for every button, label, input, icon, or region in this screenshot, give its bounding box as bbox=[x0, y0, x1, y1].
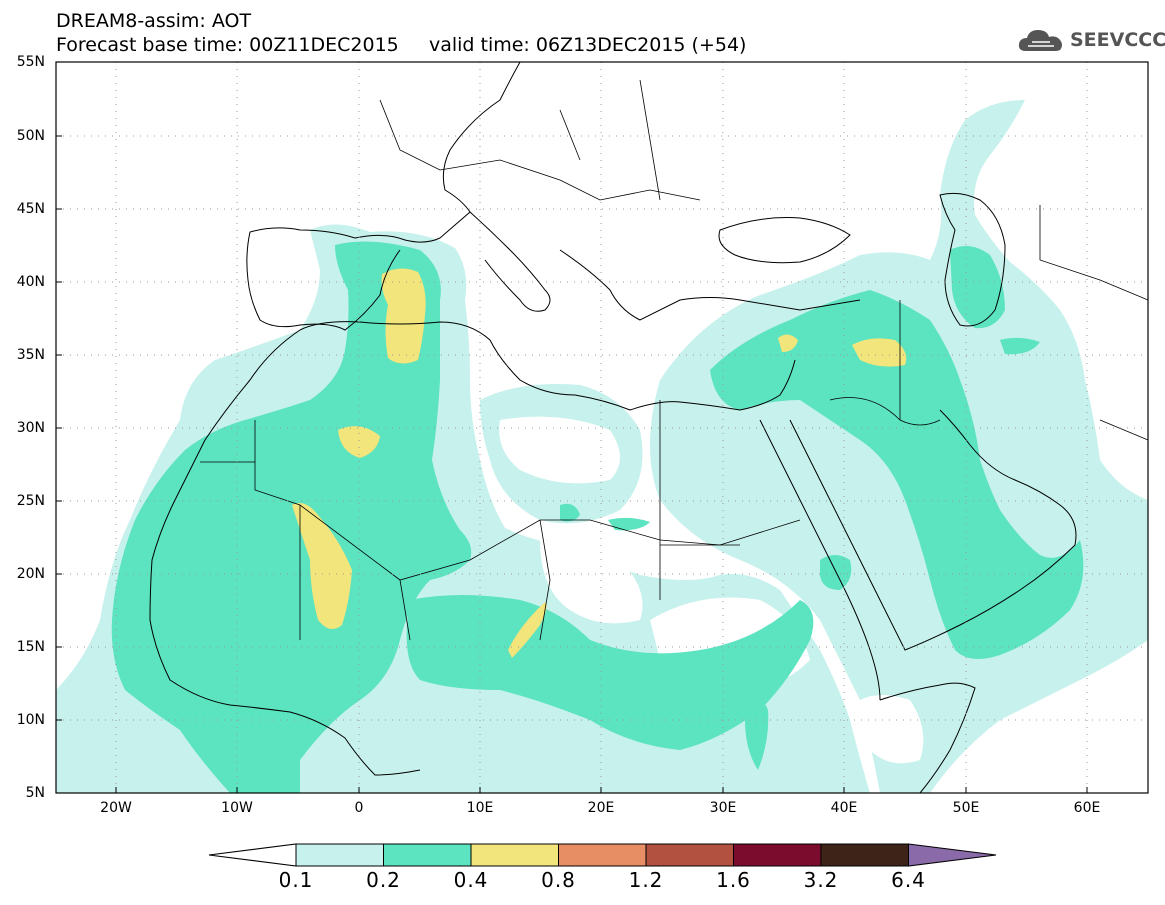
lon-label: 60E bbox=[1073, 800, 1101, 816]
border-line bbox=[1039, 205, 1148, 441]
colorbar-bin bbox=[820, 843, 909, 867]
aot-region-sahara bbox=[111, 241, 472, 793]
coastline-arabia bbox=[789, 409, 1077, 651]
cloud-icon bbox=[1018, 30, 1062, 51]
colorbar-label: 3.2 bbox=[803, 868, 839, 892]
colorbar-label: 6.4 bbox=[891, 868, 926, 892]
lat-label: 40N bbox=[16, 274, 45, 290]
coastline-north-africa bbox=[299, 321, 796, 411]
colorbar-label: 0.8 bbox=[541, 868, 576, 892]
aot-clear-area bbox=[860, 695, 924, 764]
aot-clear-area bbox=[499, 416, 620, 484]
lat-label: 20N bbox=[16, 566, 45, 582]
border-line bbox=[200, 461, 801, 581]
graticule bbox=[56, 62, 1148, 793]
colorbar-bin bbox=[733, 843, 822, 867]
colorbar-label: 0.2 bbox=[366, 868, 401, 892]
colorbar-bin bbox=[645, 843, 734, 867]
coastline-greece-turkey bbox=[559, 249, 861, 321]
aot-region-caspian bbox=[950, 246, 1005, 329]
border-line bbox=[254, 420, 551, 641]
coastline-west-africa bbox=[149, 329, 421, 776]
aot-hotspot bbox=[381, 268, 426, 364]
colorbar-bin bbox=[470, 843, 559, 867]
aot-04-layer bbox=[292, 268, 907, 658]
lat-label: 15N bbox=[16, 639, 45, 655]
map-title: DREAM8-assim: AOT bbox=[56, 10, 252, 32]
aot-region-minor bbox=[608, 517, 650, 531]
colorbar-bin bbox=[558, 843, 647, 867]
coastline-europe-africa bbox=[249, 62, 521, 243]
colorbar-label: 1.2 bbox=[628, 868, 664, 892]
aot-clear-area bbox=[540, 537, 643, 624]
border-line bbox=[379, 79, 701, 201]
coastline-black-sea bbox=[718, 217, 851, 264]
aot-region-sahel bbox=[406, 595, 814, 750]
coastline-caspian bbox=[939, 192, 1006, 327]
lat-label: 30N bbox=[16, 420, 45, 436]
coastline-red-sea bbox=[759, 419, 881, 701]
aot-hotspot bbox=[508, 602, 547, 658]
aot-hotspot bbox=[338, 426, 380, 458]
aot-hotspot bbox=[292, 502, 352, 629]
colorbar-label: 1.6 bbox=[716, 868, 751, 892]
seevccc-logo: SEEVCCC bbox=[1016, 22, 1165, 58]
lon-label: 10E bbox=[466, 800, 494, 816]
lat-label: 35N bbox=[16, 347, 45, 363]
ticks bbox=[56, 61, 1088, 794]
forecast-times: Forecast base time: 00Z11DEC2015 valid t… bbox=[56, 34, 747, 56]
border-line bbox=[659, 400, 740, 600]
coastline-horn bbox=[879, 682, 976, 793]
coastline-iberia bbox=[246, 231, 401, 331]
aot-region-middle-east bbox=[710, 290, 1084, 659]
lat-label: 55N bbox=[16, 54, 45, 70]
lon-label: 30E bbox=[709, 800, 737, 816]
colorbar-bin bbox=[383, 843, 472, 867]
lon-label: 50E bbox=[952, 800, 980, 816]
coastlines bbox=[149, 62, 1077, 793]
coastline-italy bbox=[469, 211, 551, 312]
lat-label: 25N bbox=[16, 493, 45, 509]
aot-hotspot bbox=[852, 338, 907, 367]
lat-label: 45N bbox=[16, 201, 45, 217]
colorbar bbox=[208, 843, 997, 867]
lat-label: 50N bbox=[16, 128, 45, 144]
colorbar-label: 0.1 bbox=[278, 868, 314, 892]
lon-label: 40E bbox=[830, 800, 858, 816]
colorbar-over-arrow bbox=[908, 843, 997, 867]
aot-hotspot bbox=[778, 334, 798, 352]
logo-text: SEEVCCC bbox=[1070, 29, 1165, 51]
lon-label: 20E bbox=[587, 800, 615, 816]
aot-region-minor bbox=[560, 503, 580, 522]
lon-label: 10W bbox=[221, 800, 253, 816]
aot-region-minor bbox=[745, 696, 769, 770]
borders bbox=[200, 79, 1148, 641]
lat-label: 5N bbox=[25, 785, 45, 801]
colorbar-bin bbox=[295, 843, 384, 867]
border-line bbox=[829, 300, 941, 426]
aot-02-layer bbox=[111, 241, 1084, 793]
lon-label: 0 bbox=[354, 800, 364, 816]
lon-label: 20W bbox=[100, 800, 132, 816]
colorbar-under-arrow bbox=[208, 843, 297, 867]
aot-region-minor bbox=[1000, 337, 1040, 355]
lat-label: 10N bbox=[16, 712, 45, 728]
colorbar-label: 0.4 bbox=[453, 868, 489, 892]
aot-region-gulf bbox=[820, 555, 852, 590]
